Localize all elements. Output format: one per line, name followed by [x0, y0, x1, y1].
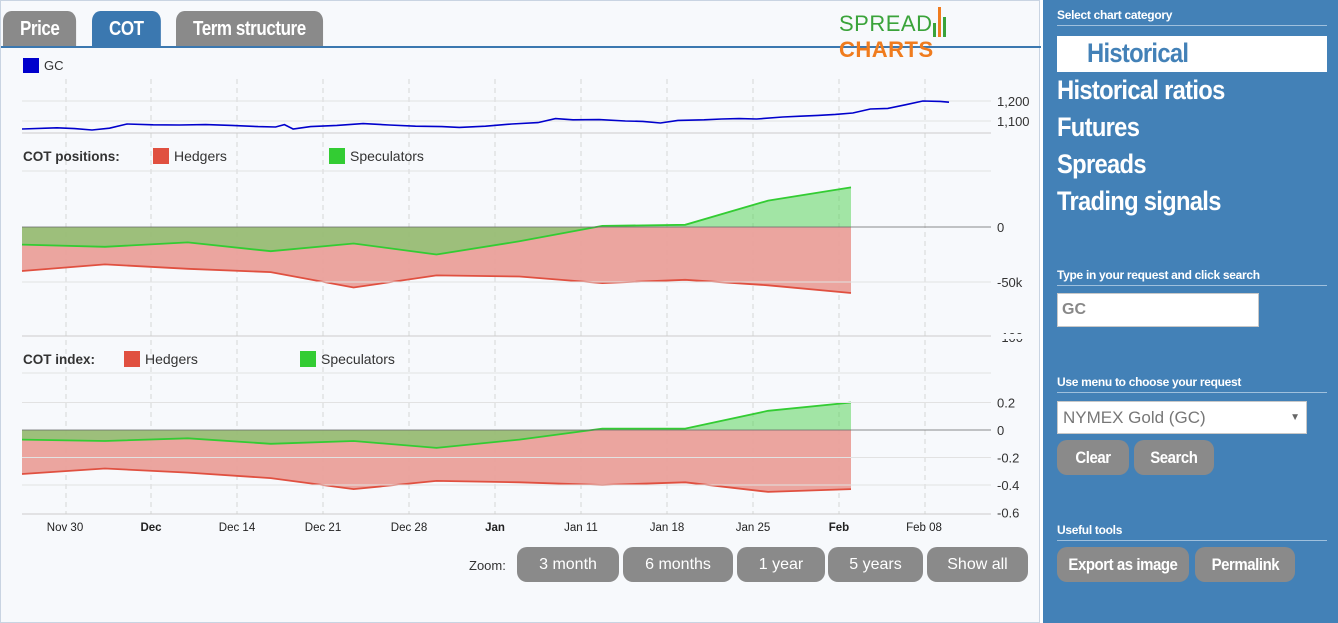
category-historical[interactable]: Historical	[1087, 38, 1189, 68]
speculators-area	[22, 187, 851, 255]
hedgers-legend-label: Hedgers	[145, 351, 198, 367]
zoom-1-year-button[interactable]: 1 year	[737, 547, 825, 582]
menu-divider	[1057, 392, 1327, 393]
category-divider	[1057, 25, 1327, 26]
x-axis-date-label: Dec 21	[305, 522, 341, 534]
permalink-button[interactable]: Permalink	[1195, 547, 1295, 582]
hedgers-legend-swatch	[153, 148, 169, 164]
menu-heading: Use menu to choose your request	[1057, 375, 1242, 389]
search-button-label: Search	[1150, 448, 1198, 467]
cot-chart-title: COT positions:	[23, 149, 120, 164]
export-image-label: Export as image	[1068, 555, 1178, 574]
speculators-legend-swatch	[300, 351, 316, 367]
request-select-value: NYMEX Gold (GC)	[1063, 408, 1206, 427]
x-axis-date-label: Dec 28	[391, 522, 427, 534]
tools-heading: Useful tools	[1057, 523, 1123, 537]
x-axis-date-label: Nov 30	[47, 522, 83, 534]
hedgers-area	[22, 430, 851, 492]
request-select[interactable]: NYMEX Gold (GC) ▼	[1057, 401, 1307, 434]
cot-chart-title: COT index:	[23, 352, 95, 367]
speculators-legend-swatch	[329, 148, 345, 164]
area-y-tick: -0.4	[997, 478, 1019, 493]
logo-text-spread: SPREAD	[839, 11, 933, 36]
zoom-show-all-button[interactable]: Show all	[927, 547, 1028, 582]
logo-text-charts: CHARTS	[839, 37, 934, 62]
export-image-button[interactable]: Export as image	[1057, 547, 1189, 582]
speculators-legend-label: Speculators	[350, 148, 424, 164]
category-historical-ratios[interactable]: Historical ratios	[1057, 75, 1225, 105]
speculators-line	[21, 401, 852, 449]
area-y-tick: -0.2	[997, 451, 1019, 466]
x-axis-date-label: Jan 25	[736, 522, 771, 534]
x-axis-date-label: Dec	[140, 522, 162, 534]
area-y-tick: -0.6	[997, 506, 1019, 521]
area-y-tick: 0	[997, 220, 1004, 235]
area-y-tick: 0.2	[997, 396, 1015, 411]
permalink-label: Permalink	[1211, 555, 1279, 574]
tabs-divider	[1, 46, 1041, 48]
tools-divider	[1057, 540, 1327, 541]
gc-price-line	[21, 100, 950, 131]
charts-svg: GC 1,100 1,200 COT positions: Hedgers Specula…	[21, 58, 1036, 534]
clear-button[interactable]: Clear	[1057, 440, 1129, 475]
hedgers-legend-swatch	[124, 351, 140, 367]
price-y-tick: 1,100	[997, 114, 1030, 129]
x-axis-date-label: Jan	[485, 522, 505, 534]
category-trading-signals[interactable]: Trading signals	[1057, 186, 1221, 216]
area-y-tick: -50k	[997, 275, 1023, 290]
zoom-5-years-button[interactable]: 5 years	[828, 547, 923, 582]
selected-category-highlight	[1057, 36, 1327, 72]
speculators-area	[22, 402, 851, 448]
price-y-tick: 1,200	[997, 94, 1030, 109]
gc-legend-label: GC	[44, 58, 64, 73]
tab-price[interactable]: Price	[3, 11, 77, 47]
speculators-line	[21, 186, 852, 256]
positions-tick-clip	[991, 334, 1036, 339]
x-axis-date-label: Dec 14	[219, 522, 256, 534]
x-axis-date-label: Jan 11	[564, 522, 598, 534]
spreadcharts-logo: SPREAD CHARTS	[839, 7, 1039, 63]
tab-term-structure[interactable]: Term structure	[176, 11, 323, 47]
x-axis-date-label: Jan 18	[650, 522, 685, 534]
speculators-legend-label: Speculators	[321, 351, 395, 367]
zoom-label: Zoom:	[469, 558, 506, 573]
clear-button-label: Clear	[1075, 448, 1111, 467]
search-input[interactable]: GC	[1057, 293, 1259, 327]
category-heading: Select chart category	[1057, 8, 1173, 22]
chart-tabs: Price COT Term structure	[3, 11, 352, 48]
search-heading: Type in your request and click search	[1057, 268, 1260, 282]
select-caret-icon: ▼	[1290, 412, 1300, 423]
gc-legend-swatch	[23, 58, 39, 73]
sidebar: Select chart category Historical Histori…	[1043, 0, 1338, 623]
x-axis-date-label: Feb	[829, 522, 849, 534]
category-futures[interactable]: Futures	[1057, 112, 1140, 142]
zoom-6-months-button[interactable]: 6 months	[623, 547, 733, 582]
hedgers-legend-label: Hedgers	[174, 148, 227, 164]
tab-cot[interactable]: COT	[92, 11, 162, 47]
search-divider	[1057, 285, 1327, 286]
price-tick-clip	[991, 131, 1036, 135]
area-y-tick: 0	[997, 423, 1004, 438]
search-button[interactable]: Search	[1134, 440, 1214, 475]
logo-bars-icon	[933, 7, 947, 37]
x-axis-date-label: Feb 08	[906, 522, 942, 534]
category-spreads[interactable]: Spreads	[1057, 149, 1147, 179]
chart-panel: Price COT Term structure SPREAD CHARTS GC…	[0, 0, 1041, 623]
zoom-3-month-button[interactable]: 3 month	[517, 547, 619, 582]
